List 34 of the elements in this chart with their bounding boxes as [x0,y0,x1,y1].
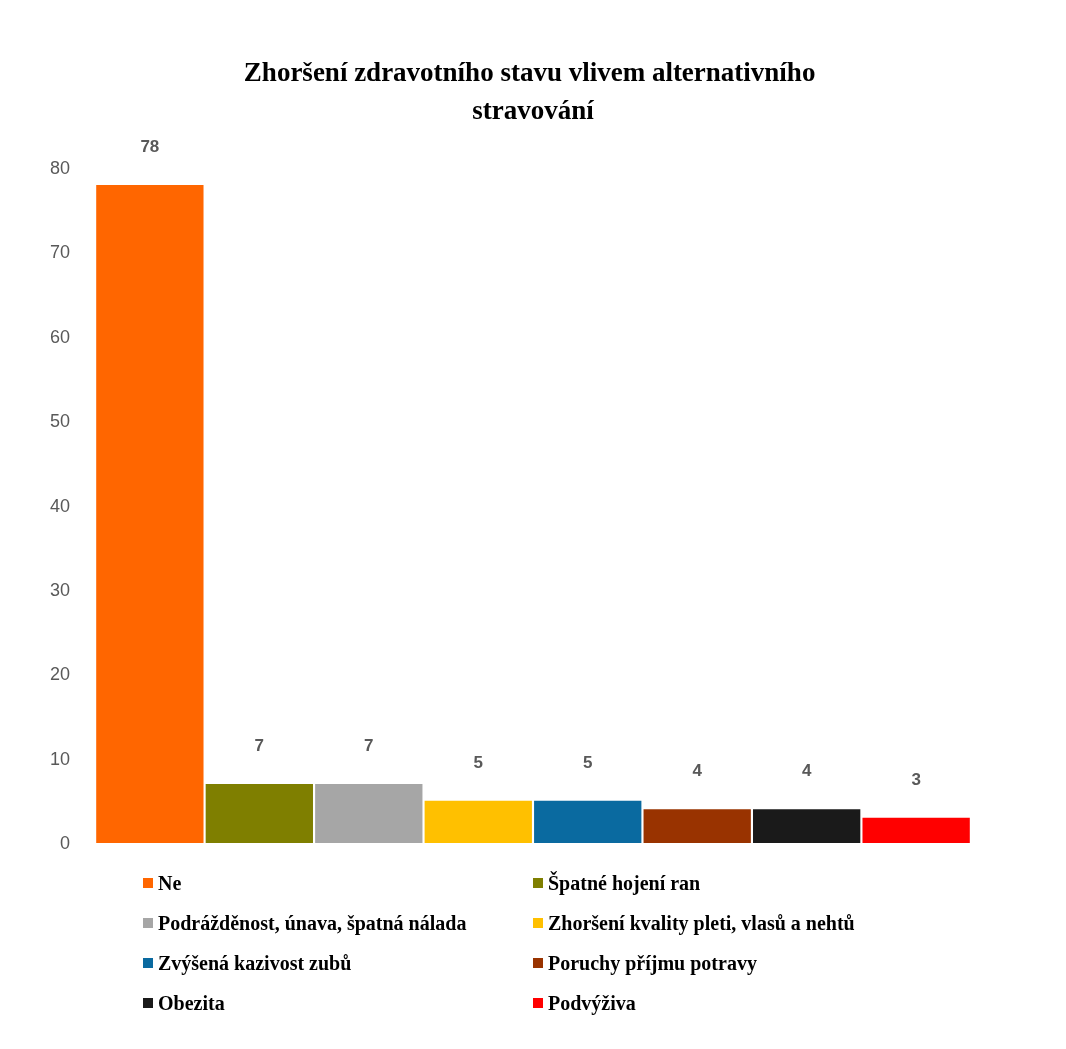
data-label: 5 [583,752,593,772]
y-tick-label: 80 [49,158,70,178]
data-label: 78 [140,136,160,156]
data-label: 7 [254,735,265,755]
y-tick-label: 0 [59,833,70,853]
y-tick-label: 40 [49,495,70,516]
data-label: 4 [801,761,812,781]
bar [862,817,970,843]
y-tick-label: 50 [49,411,70,432]
bar [534,800,642,843]
y-tick-label: 10 [49,748,70,769]
bar [424,800,532,843]
bar [643,809,751,843]
y-tick-label: 70 [49,242,70,263]
legend-label: Obezita [158,992,225,1014]
legend-label: Špatné hojení ran [548,871,701,895]
legend-label: Ne [158,872,182,894]
y-tick-label: 30 [49,579,70,600]
bar [315,783,423,843]
chart-title: Zhoršení zdravotního stavu vlivem alternativního stravování [243,57,823,125]
data-label: 5 [473,752,483,772]
legend-label: Podvýživa [548,992,636,1015]
bar [205,783,313,843]
y-tick-label: 20 [49,664,70,685]
bar [753,809,861,843]
legend-label: Zvýšená kazivost zubů [158,952,352,975]
y-tick-label: 60 [49,326,70,347]
data-label: 7 [364,735,374,755]
bar [96,184,204,843]
legend-label: Poruchy příjmu potravy [548,952,757,975]
data-label: 3 [911,769,921,789]
legend-label: Zhoršení kvality pleti, vlasů a nehtů [548,912,855,935]
data-label: 4 [692,761,703,781]
legend-label: Podrážděnost, únava, špatná nálada [158,912,467,935]
